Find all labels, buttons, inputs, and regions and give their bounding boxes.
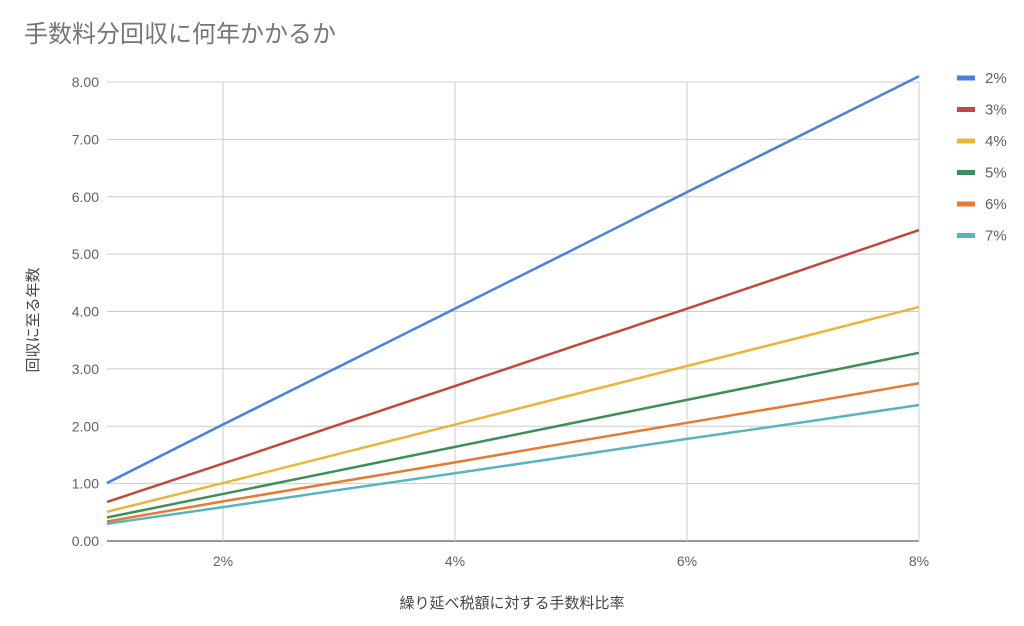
x-axis-label: 繰り延べ税額に対する手数料比率: [399, 594, 624, 612]
legend-item: 6%: [957, 196, 1007, 213]
x-axis-ticks: 2% 4% 6% 8%: [213, 553, 929, 569]
legend-item: 2%: [957, 70, 1007, 87]
series-line-6pct: [106, 381, 920, 523]
y-tick-label: 6.00: [72, 189, 99, 205]
legend-swatch: [957, 201, 975, 207]
legend-label: 3%: [985, 102, 1007, 119]
legend-label: 7%: [985, 228, 1007, 245]
series-line-2pct: [106, 75, 920, 485]
chart-title: 手数料分回収に何年かかるか: [24, 20, 336, 48]
y-tick-label: 3.00: [72, 361, 99, 377]
legend-swatch: [957, 75, 975, 81]
legend-label: 2%: [985, 70, 1007, 87]
legend-item: 3%: [957, 102, 1007, 119]
y-axis-label: 回収に至る年数: [24, 267, 42, 372]
y-tick-label: 0.00: [72, 533, 99, 549]
legend-item: 7%: [957, 228, 1007, 245]
x-tick-label: 4%: [445, 553, 465, 569]
legend-swatch: [957, 107, 975, 112]
legend-label: 5%: [985, 165, 1007, 182]
y-tick-label: 1.00: [72, 476, 99, 492]
series-line-5pct: [106, 351, 920, 519]
gridlines: [107, 81, 920, 542]
legend: 2% 3% 4% 5% 6% 7%: [957, 70, 1007, 245]
legend-label: 6%: [985, 196, 1007, 213]
legend-item: 5%: [957, 165, 1007, 182]
series-line-4pct: [106, 305, 920, 513]
legend-label: 4%: [985, 133, 1007, 150]
legend-swatch: [957, 138, 975, 144]
y-tick-label: 2.00: [72, 418, 99, 434]
y-axis-ticks: 0.00 1.00 2.00 3.00 4.00 5.00 6.00 7.00 8.00: [72, 74, 99, 549]
y-tick-label: 5.00: [72, 246, 99, 262]
x-tick-label: 8%: [909, 553, 929, 569]
series-line-7pct: [106, 403, 920, 526]
series-line-3pct: [106, 228, 920, 504]
y-tick-label: 7.00: [72, 131, 99, 147]
series-lines: [106, 75, 920, 526]
y-tick-label: 8.00: [72, 74, 99, 90]
x-tick-label: 6%: [677, 553, 697, 569]
y-tick-label: 4.00: [72, 304, 99, 320]
legend-swatch: [957, 233, 975, 238]
legend-item: 4%: [957, 133, 1007, 150]
legend-swatch: [957, 170, 975, 175]
x-tick-label: 2%: [213, 553, 233, 569]
